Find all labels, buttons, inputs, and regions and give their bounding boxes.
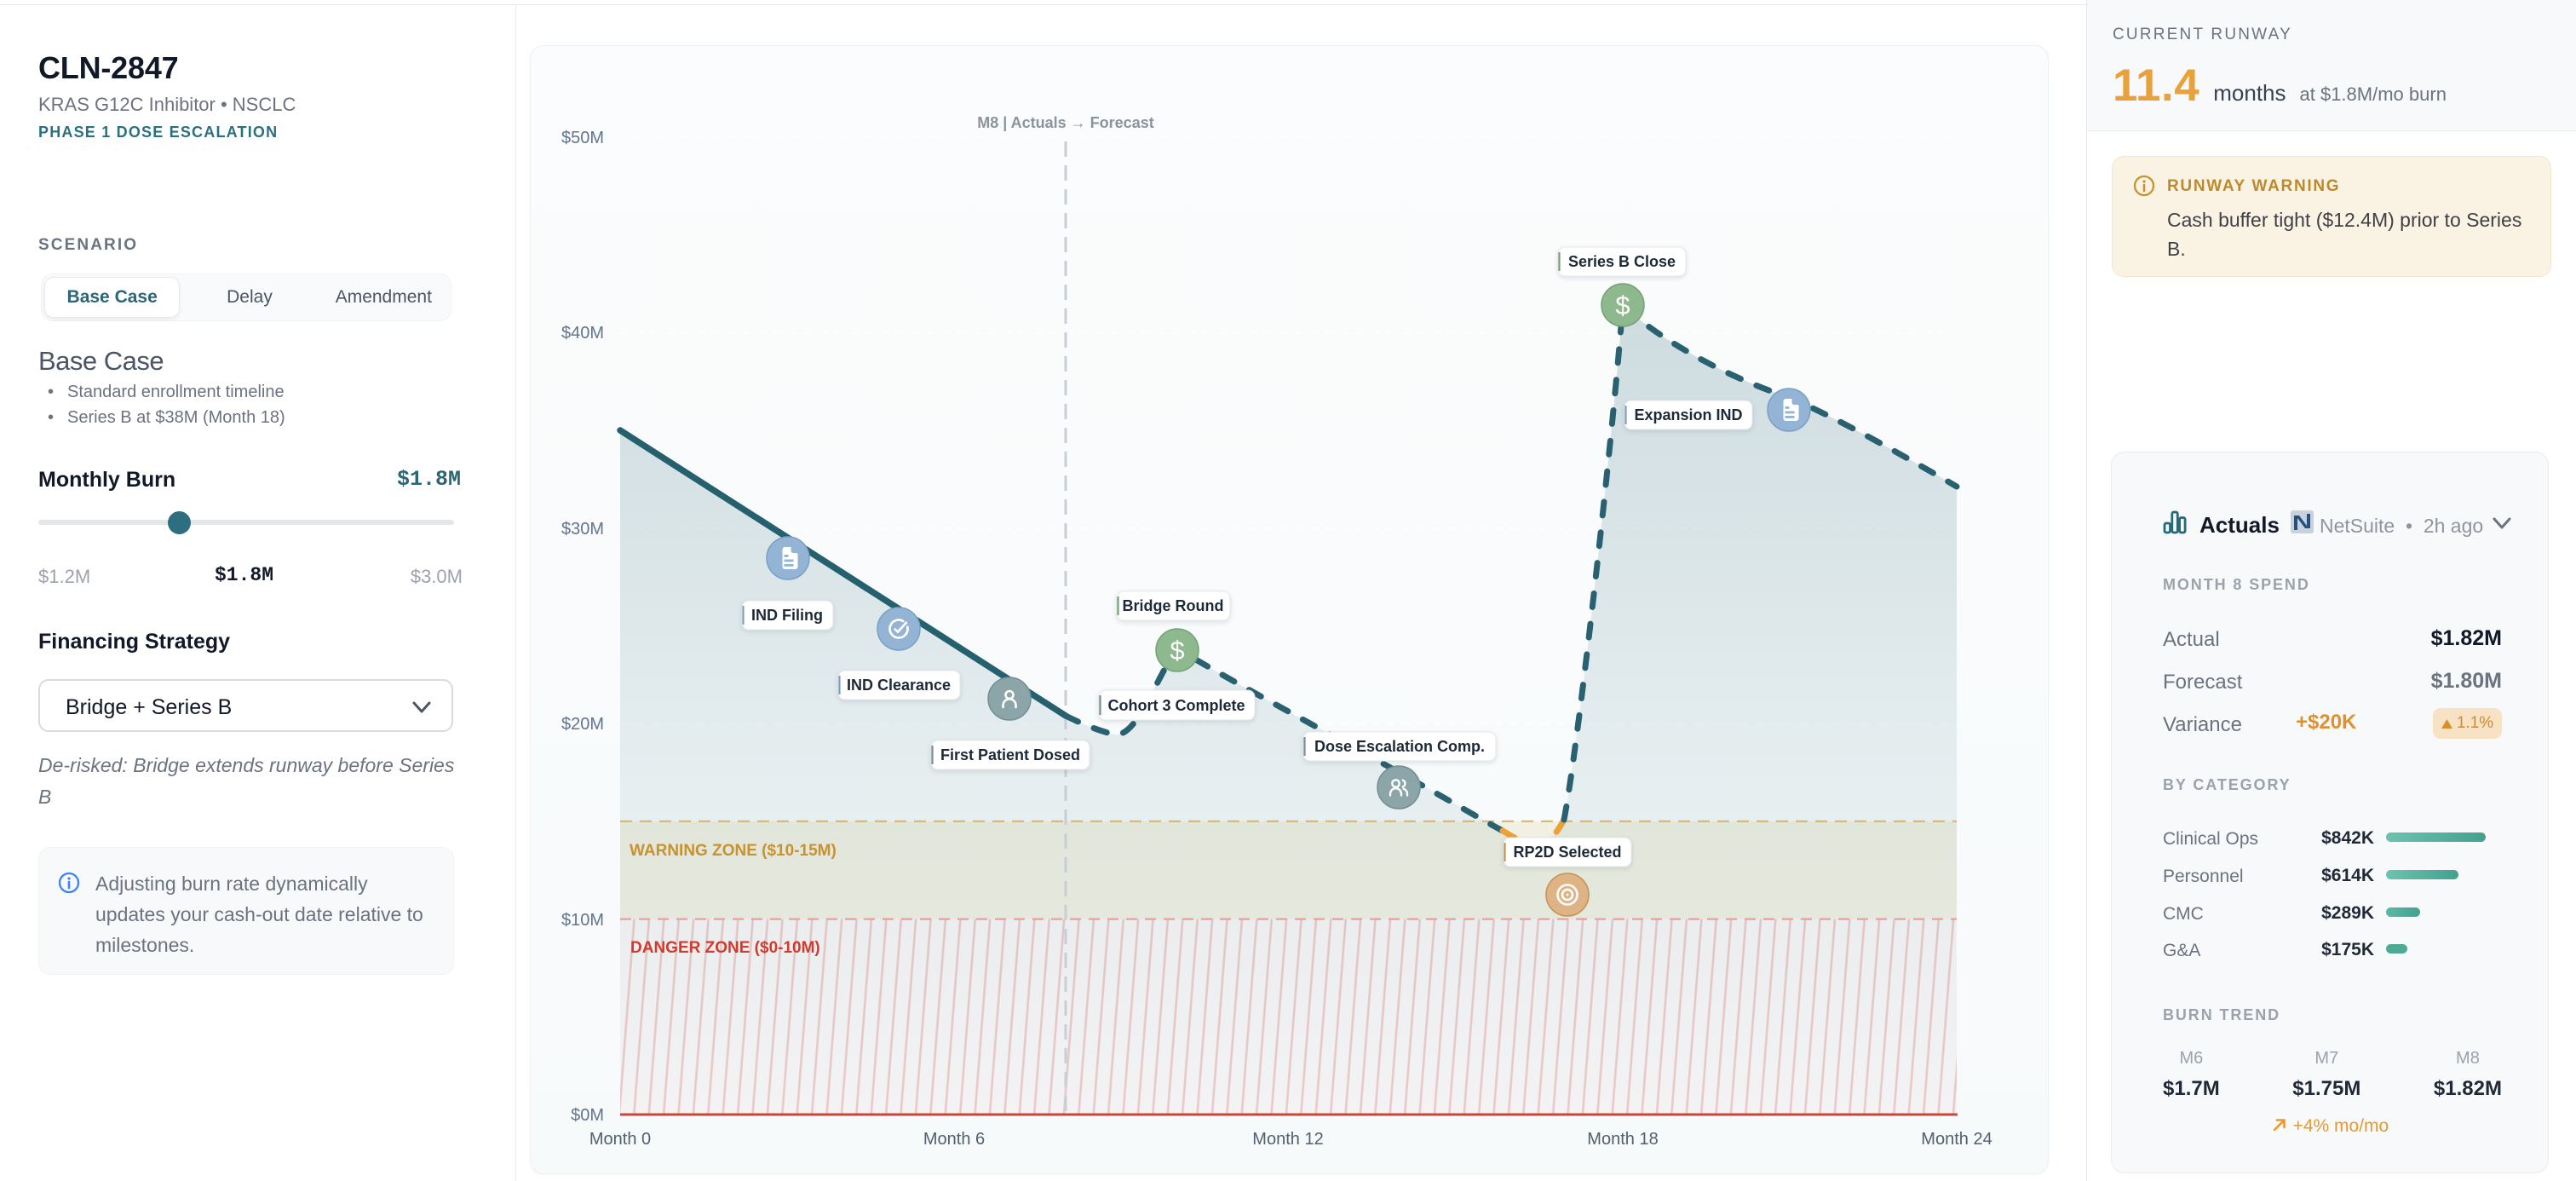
svg-text:$0M: $0M <box>571 1106 604 1125</box>
svg-text:RP2D Selected: RP2D Selected <box>1513 844 1621 861</box>
svg-text:Cohort 3 Complete: Cohort 3 Complete <box>1107 697 1245 714</box>
svg-text:Expansion IND: Expansion IND <box>1634 406 1742 423</box>
svg-text:Month 18: Month 18 <box>1587 1130 1658 1149</box>
svg-text:Month 0: Month 0 <box>589 1130 651 1149</box>
svg-text:$20M: $20M <box>561 715 604 734</box>
svg-text:Bridge Round: Bridge Round <box>1123 597 1224 614</box>
svg-text:Month 12: Month 12 <box>1252 1130 1323 1149</box>
svg-text:$: $ <box>1170 636 1184 665</box>
svg-text:Series B Close: Series B Close <box>1568 253 1676 270</box>
svg-text:DANGER ZONE ($0-10M): DANGER ZONE ($0-10M) <box>630 939 820 957</box>
svg-text:$50M: $50M <box>561 129 604 147</box>
svg-text:$: $ <box>1615 291 1630 320</box>
svg-text:$30M: $30M <box>561 520 604 539</box>
svg-text:First Patient Dosed: First Patient Dosed <box>940 746 1080 763</box>
svg-text:Dose Escalation Comp.: Dose Escalation Comp. <box>1314 738 1485 755</box>
svg-text:M8 | Actuals → Forecast: M8 | Actuals → Forecast <box>977 114 1153 131</box>
svg-text:$10M: $10M <box>561 911 604 930</box>
svg-text:$40M: $40M <box>561 324 604 343</box>
svg-text:IND Clearance: IND Clearance <box>847 677 951 694</box>
svg-text:Month 6: Month 6 <box>923 1130 985 1149</box>
svg-text:WARNING ZONE ($10-15M): WARNING ZONE ($10-15M) <box>630 842 837 860</box>
svg-text:Month 24: Month 24 <box>1921 1130 1992 1149</box>
svg-text:IND Filing: IND Filing <box>751 607 823 624</box>
